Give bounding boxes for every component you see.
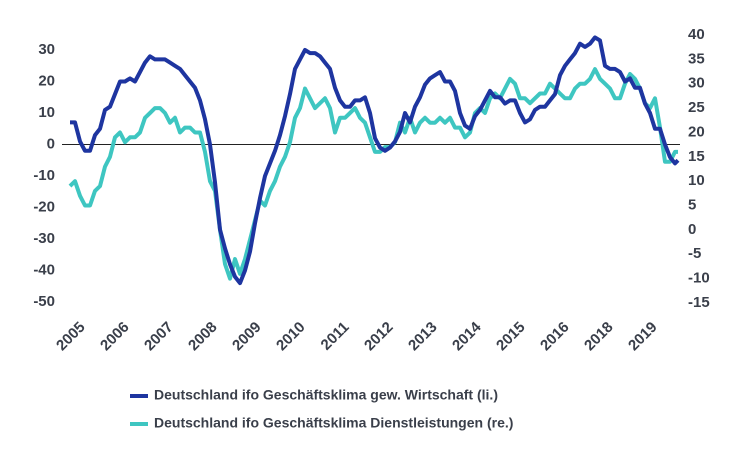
x-tick-label: 2005 — [53, 319, 89, 355]
y2-tick-label: -15 — [688, 294, 710, 311]
y-tick-label: 0 — [47, 135, 55, 152]
y2-tick-label: 20 — [688, 123, 705, 140]
x-tick-label: 2006 — [97, 319, 133, 355]
x-tick-label: 2012 — [361, 319, 397, 355]
y-tick-label: 10 — [38, 104, 55, 121]
y2-tick-label: 40 — [688, 26, 705, 43]
y-tick-label: -10 — [33, 167, 55, 184]
legend-label: Deutschland ifo Geschäftsklima gew. Wirt… — [154, 387, 498, 403]
y2-tick-label: -10 — [688, 270, 710, 287]
x-tick-label: 2011 — [318, 319, 353, 354]
x-tick-label: 2008 — [185, 319, 221, 355]
x-tick-label: 2016 — [537, 319, 573, 355]
series-line — [68, 67, 678, 281]
y-tick-label: -40 — [33, 261, 55, 278]
y2-tick-label: 0 — [688, 221, 696, 238]
x-tick-label: 2019 — [625, 319, 661, 355]
legend-label: Deutschland ifo Geschäftsklima Dienstlei… — [154, 415, 513, 431]
y2-tick-label: 5 — [688, 197, 696, 214]
x-tick-label: 2007 — [141, 319, 177, 355]
y2-tick-label: 10 — [688, 172, 705, 189]
x-tick-label: 2018 — [581, 319, 617, 355]
y-tick-label: -30 — [33, 230, 55, 247]
x-tick-label: 2009 — [229, 319, 265, 355]
y-tick-label: 30 — [38, 41, 55, 58]
series-line — [70, 35, 680, 286]
x-tick-label: 2010 — [273, 319, 309, 355]
y-tick-label: 20 — [38, 72, 55, 89]
y-tick-label: -20 — [33, 198, 55, 215]
y2-tick-label: 35 — [688, 50, 705, 67]
x-tick-label: 2015 — [493, 319, 529, 355]
x-tick-label: 2013 — [405, 319, 441, 355]
y2-tick-label: 30 — [688, 75, 705, 92]
y2-tick-label: 25 — [688, 99, 705, 116]
y-tick-label: -50 — [33, 293, 55, 310]
y2-tick-label: -5 — [688, 245, 701, 262]
x-tick-label: 2014 — [449, 318, 485, 354]
y2-tick-label: 15 — [688, 148, 705, 165]
